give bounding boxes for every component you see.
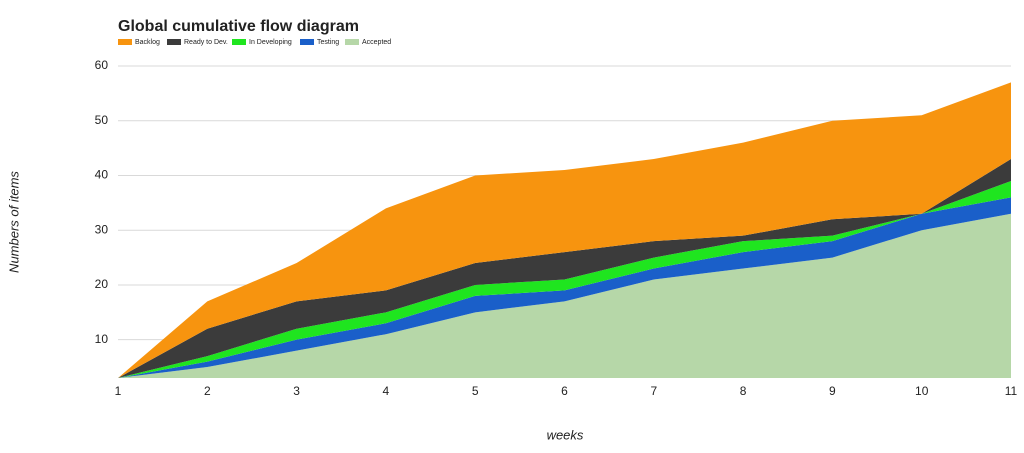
x-tick-label: 3 [293, 384, 300, 398]
legend-swatch [167, 39, 181, 45]
x-tick-label: 8 [740, 384, 747, 398]
y-tick-label: 40 [95, 168, 109, 182]
x-tick-label: 7 [650, 384, 657, 398]
y-tick-label: 60 [95, 58, 109, 72]
area [118, 82, 1011, 378]
area [118, 197, 1011, 378]
x-tick-label: 9 [829, 384, 836, 398]
y-tick-label: 30 [95, 222, 109, 236]
x-tick-label: 5 [472, 384, 479, 398]
x-tick-label: 1 [115, 384, 122, 398]
x-axis-label: weeks [547, 427, 584, 442]
x-tick-label: 10 [915, 384, 929, 398]
legend-label: In Developing [249, 39, 292, 46]
area [118, 213, 1011, 378]
legend-label: Testing [317, 39, 339, 46]
area [118, 159, 1011, 378]
legend-label: Backlog [135, 39, 160, 46]
legend-swatch [118, 39, 132, 45]
legend-label: Accepted [362, 39, 391, 46]
y-axis-label: Numbers of items [6, 171, 21, 273]
x-tick-label: 6 [561, 384, 568, 398]
legend-label: Ready to Dev. [184, 39, 228, 46]
y-tick-label: 50 [95, 113, 109, 127]
x-tick-label: 4 [383, 384, 390, 398]
x-tick-label: 2 [204, 384, 211, 398]
chart-title: Global cumulative flow diagram [118, 18, 359, 35]
legend-swatch [232, 39, 246, 45]
x-tick-label: 11 [1005, 384, 1018, 398]
legend-swatch [345, 39, 359, 45]
legend-swatch [300, 39, 314, 45]
y-tick-label: 20 [95, 277, 109, 291]
y-tick-label: 10 [95, 332, 109, 346]
